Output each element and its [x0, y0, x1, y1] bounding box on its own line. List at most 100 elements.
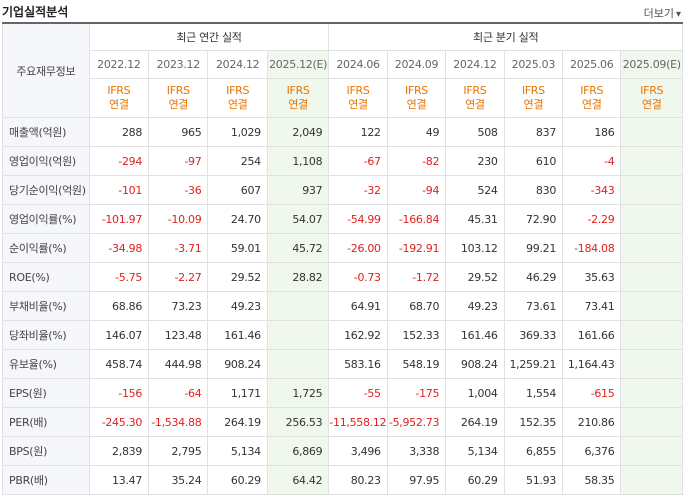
table-cell — [620, 175, 683, 205]
table-cell: 458.74 — [88, 349, 150, 379]
table-cell — [620, 349, 683, 379]
standard-line1: IFRS — [640, 84, 664, 97]
table-cell: 103.12 — [445, 233, 505, 263]
standard-header-row: IFRS 연결 IFRS 연결 IFRS 연결 IFRS 연결 IFRS 연결 IFRS 연결 IFRS… — [3, 78, 683, 118]
table-cell: 161.46 — [207, 320, 268, 350]
table-cell: 29.52 — [207, 262, 268, 292]
table-cell: 6,855 — [503, 436, 564, 466]
table-cell: 122 — [328, 117, 388, 147]
table-cell: -1,534.88 — [148, 407, 209, 437]
table-cell: 508 — [445, 117, 505, 147]
table-cell — [620, 320, 683, 350]
table-cell: 1,004 — [445, 378, 505, 408]
table-cell — [266, 291, 330, 321]
standard-header: IFRS 연결 — [88, 78, 150, 118]
table-cell: 1,029 — [207, 117, 268, 147]
standard-line2: 연결 — [641, 98, 662, 111]
standard-line2: 연결 — [348, 98, 368, 111]
standard-header: IFRS 연결 — [620, 78, 683, 118]
table-row: 부채비율(%) 68.86 73.23 49.23 64.91 68.70 49.23 73.… — [2, 291, 683, 321]
table-cell: 49.23 — [445, 291, 505, 321]
table-cell: -64 — [148, 378, 209, 408]
table-cell: 161.66 — [562, 320, 622, 350]
table-cell: 264.19 — [207, 407, 268, 437]
period-header: 2025.03 — [503, 50, 564, 79]
table-cell: 965 — [148, 117, 209, 147]
standard-line2: 연결 — [406, 98, 427, 111]
table-cell: 35.63 — [562, 262, 622, 292]
period-header: 2025.09(E) — [620, 50, 683, 79]
table-cell: 54.07 — [266, 204, 330, 234]
table-cell: 3,338 — [386, 436, 447, 466]
table-cell: -54.99 — [328, 204, 388, 234]
table-cell: 254 — [207, 146, 268, 176]
table-cell — [620, 465, 683, 495]
table-cell: 2,049 — [266, 117, 330, 147]
table-cell: 937 — [266, 175, 330, 205]
table-cell: 68.86 — [88, 291, 150, 321]
table-cell: 152.33 — [386, 320, 447, 350]
row-label: 영업이익률(%) — [2, 204, 90, 234]
table-cell: 1,554 — [503, 378, 564, 408]
table-cell: 908.24 — [207, 349, 268, 379]
table-row: 유보율(%) 458.74 444.98 908.24 583.16 548.19 908.… — [2, 349, 683, 379]
standard-header: IFRS 연결 — [266, 78, 330, 118]
table-cell: 45.72 — [266, 233, 330, 263]
table-cell: 210.86 — [562, 407, 622, 437]
table-cell: -615 — [562, 378, 622, 408]
table-cell — [620, 378, 683, 408]
table-cell — [620, 407, 683, 437]
period-header: 2024.12 — [445, 50, 505, 79]
table-cell: -101.97 — [88, 204, 150, 234]
table-cell: 607 — [207, 175, 268, 205]
table-cell: -10.09 — [148, 204, 209, 234]
table-cell: -11,558.12 — [328, 407, 388, 437]
table-cell: 5,134 — [445, 436, 505, 466]
table-cell: 64.91 — [328, 291, 388, 321]
period-header: 2024.12 — [207, 50, 268, 79]
financial-summary-table: 주요재무정보 최근 연간 실적 최근 분기 실적 2022.12 2023.12 2… — [2, 22, 683, 495]
table-cell: -55 — [328, 378, 388, 408]
table-cell — [620, 146, 683, 176]
table-cell — [620, 262, 683, 292]
more-link[interactable]: 더보기 ▾ — [644, 5, 681, 21]
table-cell: 45.31 — [445, 204, 505, 234]
table-cell: 49 — [386, 117, 447, 147]
table-cell: 51.93 — [503, 465, 564, 495]
table-cell: 68.70 — [386, 291, 447, 321]
table-cell: 123.48 — [148, 320, 209, 350]
table-cell: -36 — [148, 175, 209, 205]
table-cell: 230 — [445, 146, 505, 176]
table-cell: 256.53 — [266, 407, 330, 437]
table-cell: 1,164.43 — [562, 349, 622, 379]
chevron-down-icon: ▾ — [675, 9, 681, 20]
row-label: 영업이익(억원) — [2, 146, 90, 176]
standard-line1: IFRS — [166, 84, 190, 97]
table-cell: 1,171 — [207, 378, 268, 408]
table-cell: -26.00 — [328, 233, 388, 263]
row-label: PER(배) — [2, 407, 90, 437]
table-cell: -34.98 — [88, 233, 150, 263]
table-cell: -5,952.73 — [386, 407, 447, 437]
table-row: 영업이익률(%) -101.97 -10.09 24.70 54.07 -54.99 -16… — [2, 204, 683, 234]
table-cell: 99.21 — [503, 233, 564, 263]
row-label: 매출액(억원) — [2, 117, 90, 147]
table-row: 매출액(억원) 288 965 1,029 2,049 122 49 508 837 186 — [2, 117, 683, 147]
table-cell: 6,376 — [562, 436, 622, 466]
standard-header: IFRS 연결 — [445, 78, 505, 118]
table-row: PER(배) -245.30 -1,534.88 264.19 256.53 -11,55… — [2, 407, 683, 437]
table-cell: 29.52 — [445, 262, 505, 292]
table-row: PBR(배) 13.47 35.24 60.29 64.42 80.23 97.95 60.2… — [2, 465, 683, 495]
table-cell: -32 — [328, 175, 388, 205]
table-cell: -3.71 — [148, 233, 209, 263]
table-cell: 5,134 — [207, 436, 268, 466]
standard-line1: IFRS — [404, 84, 428, 97]
table-cell: 59.01 — [207, 233, 268, 263]
row-label: BPS(원) — [2, 436, 90, 466]
period-header: 2023.12 — [148, 50, 209, 79]
table-row: 순이익률(%) -34.98 -3.71 59.01 45.72 -26.00 -192.9… — [2, 233, 683, 263]
standard-line1: IFRS — [580, 84, 604, 97]
table-cell: 1,108 — [266, 146, 330, 176]
table-cell: 444.98 — [148, 349, 209, 379]
standard-header: IFRS 연결 — [328, 78, 388, 118]
